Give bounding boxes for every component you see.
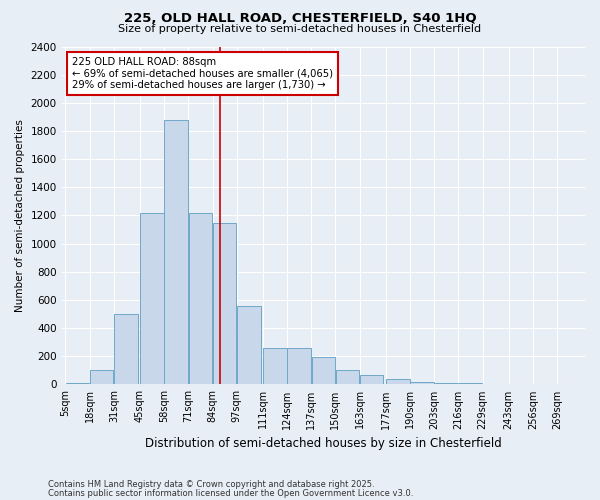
X-axis label: Distribution of semi-detached houses by size in Chesterfield: Distribution of semi-detached houses by … [145,437,502,450]
Bar [434,382,458,384]
Bar [188,212,212,384]
Bar [263,348,287,385]
Text: Size of property relative to semi-detached houses in Chesterfield: Size of property relative to semi-detach… [118,24,482,34]
Bar [164,120,188,384]
Bar [311,357,335,384]
Text: Contains public sector information licensed under the Open Government Licence v3: Contains public sector information licen… [48,489,413,498]
Text: 225 OLD HALL ROAD: 88sqm
← 69% of semi-detached houses are smaller (4,065)
29% o: 225 OLD HALL ROAD: 88sqm ← 69% of semi-d… [72,56,333,90]
Bar [287,348,311,385]
Bar [360,376,383,384]
Bar [336,370,359,384]
Bar [66,383,89,384]
Bar [410,382,434,384]
Bar [90,370,113,384]
Bar [237,306,260,384]
Text: 225, OLD HALL ROAD, CHESTERFIELD, S40 1HQ: 225, OLD HALL ROAD, CHESTERFIELD, S40 1H… [124,12,476,26]
Bar [213,222,236,384]
Bar [114,314,137,384]
Y-axis label: Number of semi-detached properties: Number of semi-detached properties [15,119,25,312]
Text: Contains HM Land Registry data © Crown copyright and database right 2025.: Contains HM Land Registry data © Crown c… [48,480,374,489]
Bar [386,379,410,384]
Bar [140,212,164,384]
